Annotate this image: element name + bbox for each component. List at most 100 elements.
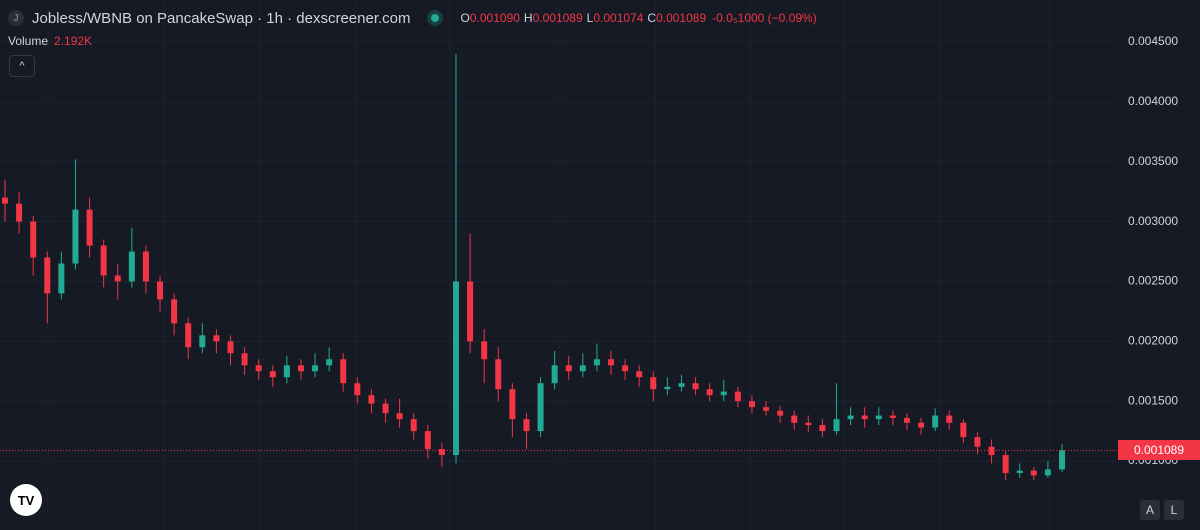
candle-body	[861, 415, 868, 420]
candle-body	[565, 365, 572, 372]
candle-body	[734, 391, 741, 402]
candle-body	[128, 251, 135, 282]
ohlc-value: 0.001089	[532, 11, 583, 25]
candle-body	[382, 403, 389, 414]
candle-body	[805, 422, 812, 426]
candle-body	[86, 209, 93, 246]
candle-body	[903, 417, 910, 423]
ohlc-key: O	[460, 11, 470, 25]
pair-icon: J	[8, 10, 24, 26]
candle-body	[114, 275, 121, 282]
candle-body	[551, 365, 558, 384]
auto-scale-button[interactable]: A	[1140, 500, 1160, 520]
candle-body	[213, 335, 220, 342]
candle-body	[452, 281, 459, 456]
candle-body	[1016, 470, 1023, 474]
candle-body	[185, 323, 192, 348]
candle-body	[283, 365, 290, 378]
candle-body	[326, 359, 333, 366]
candle-body	[537, 383, 544, 432]
chart-title: Jobless/WBNB on PancakeSwap · 1h · dexsc…	[32, 9, 411, 27]
candle-body	[1030, 470, 1037, 476]
candle-body	[1002, 455, 1009, 474]
ohlc-value: 0.001089	[656, 11, 707, 25]
candle-body	[438, 449, 445, 456]
ohlc-item: C0.001089	[647, 11, 706, 25]
candle-body	[847, 415, 854, 420]
y-tick-label: 0.001500	[1128, 393, 1178, 407]
candle-body	[30, 221, 37, 258]
ohlc-value: 0.001090	[469, 11, 520, 25]
candle-body	[1059, 450, 1065, 470]
y-tick-label: 0.003500	[1128, 154, 1178, 168]
candle-body	[58, 263, 65, 294]
candle-body	[255, 365, 262, 372]
ohlc-legend: O0.001090 H0.001089 L0.001074 C0.001089	[461, 11, 711, 25]
candle-body	[791, 415, 798, 423]
candle-body	[199, 335, 206, 348]
candle-body	[396, 413, 403, 420]
volume-value: 2.192K	[54, 34, 93, 48]
tradingview-logo[interactable]: TV	[10, 484, 42, 516]
candle-body	[297, 365, 304, 372]
candle-body	[312, 365, 319, 372]
candle-body	[819, 425, 826, 432]
candle-body	[579, 365, 586, 372]
ohlc-item: L0.001074	[587, 11, 644, 25]
candle-body	[523, 419, 530, 432]
candle-body	[636, 371, 643, 378]
vertical-grid	[47, 0, 1051, 530]
candle-body	[833, 419, 840, 432]
candle-body	[241, 353, 248, 366]
volume-name: Volume	[8, 34, 49, 48]
candle-body	[142, 251, 149, 282]
candle-body	[664, 386, 671, 390]
candle-body	[509, 389, 516, 420]
y-tick-label: 0.003000	[1128, 214, 1178, 228]
candle-body	[424, 431, 431, 450]
ohlc-item: H0.001089	[524, 11, 583, 25]
candle-body	[157, 281, 164, 300]
ohlc-key: C	[647, 11, 657, 25]
log-scale-button[interactable]: L	[1164, 500, 1184, 520]
candle-body	[678, 383, 685, 387]
candle-body	[1044, 469, 1051, 476]
status-dot	[430, 14, 439, 22]
candle-body	[481, 341, 488, 360]
candle-body	[354, 383, 361, 396]
ohlc-key: L	[586, 11, 594, 25]
y-tick-label: 0.002500	[1128, 274, 1178, 288]
ohlc-item: O0.001090	[461, 11, 520, 25]
candle-body	[171, 299, 178, 324]
candle-body	[467, 281, 474, 342]
change: -0.0₅1000 (−0.09%)	[712, 11, 817, 25]
candle-body	[777, 410, 784, 416]
y-tick-label: 0.002000	[1128, 333, 1178, 347]
candle-body	[622, 365, 629, 372]
candle-body	[889, 415, 896, 418]
candle-body	[748, 401, 755, 408]
candle-body	[269, 371, 276, 378]
candle-body	[763, 407, 770, 411]
header: J Jobless/WBNB on PancakeSwap · 1h · dex…	[8, 8, 817, 28]
candle-body	[946, 415, 953, 423]
last-price-badge: 0.001089	[1118, 440, 1200, 461]
candle-body	[692, 383, 699, 390]
collapse-button[interactable]: ^	[9, 55, 35, 77]
candle-body	[974, 437, 981, 447]
volume-legend: Volume 2.192K	[8, 34, 92, 48]
candle-body	[918, 422, 925, 428]
ohlc-key: H	[523, 11, 533, 25]
candle-body	[340, 359, 347, 384]
candle-body	[960, 422, 967, 438]
ohlc-value: 0.001074	[593, 11, 644, 25]
y-tick-label: 0.004500	[1128, 34, 1178, 48]
candle-body	[932, 415, 939, 428]
y-tick-label: 0.004000	[1128, 94, 1178, 108]
candle-body	[72, 209, 79, 264]
candle-body	[650, 377, 657, 390]
candle-body	[100, 245, 107, 276]
candle-body	[495, 359, 502, 390]
